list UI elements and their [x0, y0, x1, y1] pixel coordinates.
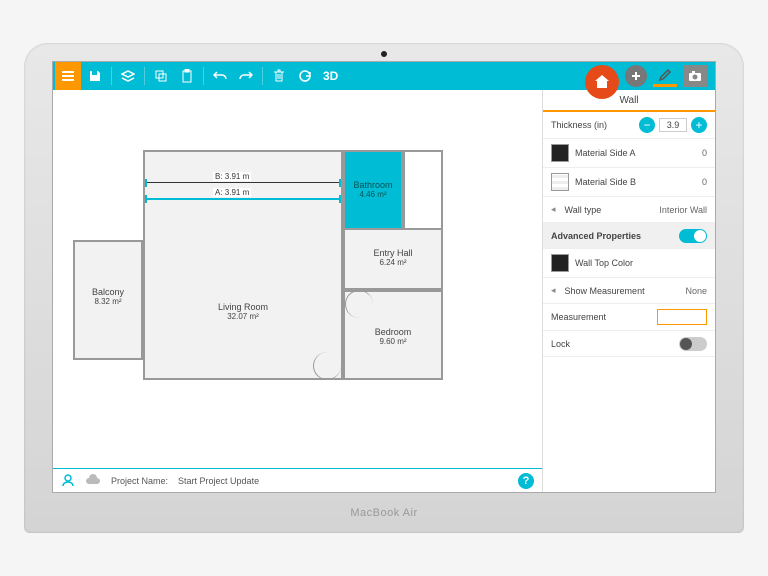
chevron-left-icon: ◂ [551, 285, 556, 296]
layers-button[interactable] [116, 64, 140, 88]
walltype-value: Interior Wall [659, 205, 707, 215]
room-area: 8.32 m² [75, 297, 141, 306]
showmeas-value: None [685, 286, 707, 296]
project-label: Project Name: [111, 476, 168, 486]
dim-line-b [145, 182, 341, 183]
dim-label-b: B: 3.91 m [213, 172, 251, 181]
delete-button[interactable] [267, 64, 291, 88]
thickness-plus[interactable]: + [691, 117, 707, 133]
top-toolbar: 3D [53, 62, 715, 90]
lock-row: Lock [543, 331, 715, 357]
material-a-label: Material Side A [575, 148, 696, 158]
room-balcony[interactable]: Balcony 8.32 m² [73, 240, 143, 360]
material-a-value: 0 [702, 148, 707, 158]
walltop-row[interactable]: Wall Top Color [543, 249, 715, 278]
room-area: 4.46 m² [345, 190, 401, 199]
showmeas-label: Show Measurement [565, 286, 680, 296]
laptop-frame: 3D [24, 43, 744, 533]
room-name: Living Room [145, 302, 341, 312]
canvas-area[interactable]: Balcony 8.32 m² Living Room 32.07 m² [53, 90, 543, 492]
rotate-button[interactable] [293, 64, 317, 88]
thickness-row: Thickness (in) − 3.9 + [543, 112, 715, 139]
door-arc [345, 290, 373, 318]
walltype-row[interactable]: ◂ Wall type Interior Wall [543, 197, 715, 223]
room-area: 6.24 m² [345, 258, 441, 267]
dim-label-a: A: 3.91 m [213, 188, 251, 197]
menu-button[interactable] [55, 62, 81, 90]
room-area: 9.60 m² [345, 337, 441, 346]
thickness-label: Thickness (in) [551, 120, 633, 130]
lock-label: Lock [551, 339, 673, 349]
lock-toggle[interactable] [679, 337, 707, 351]
room-name: Bedroom [345, 327, 441, 337]
camera-button[interactable] [683, 65, 707, 87]
door-arc [313, 352, 341, 380]
measurement-label: Measurement [551, 312, 651, 322]
walltop-label: Wall Top Color [575, 258, 707, 268]
properties-sidebar: Wall Thickness (in) − 3.9 + Material Sid… [543, 90, 715, 492]
add-button[interactable] [625, 65, 647, 87]
help-button[interactable]: ? [518, 473, 534, 489]
walltype-label: Wall type [565, 205, 654, 215]
laptop-camera [381, 51, 387, 57]
material-b-row[interactable]: Material Side B 0 [543, 168, 715, 197]
room-area: 32.07 m² [145, 312, 341, 321]
paste-button[interactable] [175, 64, 199, 88]
material-a-swatch[interactable] [551, 144, 569, 162]
dim-line-a[interactable] [145, 198, 341, 200]
room-name: Balcony [75, 287, 141, 297]
app-screen: 3D [52, 61, 716, 493]
3d-toggle[interactable]: 3D [319, 69, 342, 83]
home-badge[interactable] [585, 65, 619, 99]
workspace: Balcony 8.32 m² Living Room 32.07 m² [53, 90, 715, 492]
redo-button[interactable] [234, 64, 258, 88]
advanced-section[interactable]: Advanced Properties [543, 223, 715, 249]
sidebar-title: Wall [543, 90, 715, 112]
thickness-minus[interactable]: − [639, 117, 655, 133]
material-b-label: Material Side B [575, 177, 696, 187]
room-entry[interactable]: Entry Hall 6.24 m² [343, 230, 443, 290]
project-name: Start Project Update [178, 476, 259, 486]
edit-button[interactable] [653, 65, 677, 87]
hall-extension[interactable] [403, 150, 443, 230]
thickness-value[interactable]: 3.9 [659, 118, 687, 132]
room-living[interactable]: Living Room 32.07 m² [143, 150, 343, 380]
chevron-left-icon: ◂ [551, 204, 556, 215]
measurement-row: Measurement [543, 304, 715, 331]
walltop-swatch[interactable] [551, 254, 569, 272]
showmeas-row[interactable]: ◂ Show Measurement None [543, 278, 715, 304]
material-a-row[interactable]: Material Side A 0 [543, 139, 715, 168]
undo-button[interactable] [208, 64, 232, 88]
room-name: Entry Hall [345, 248, 441, 258]
advanced-toggle[interactable] [679, 229, 707, 243]
bottom-bar: Project Name: Start Project Update ? [53, 468, 542, 492]
copy-button[interactable] [149, 64, 173, 88]
advanced-label: Advanced Properties [551, 231, 673, 241]
material-b-value: 0 [702, 177, 707, 187]
save-button[interactable] [83, 64, 107, 88]
cloud-icon[interactable] [85, 474, 101, 488]
measurement-input[interactable] [657, 309, 707, 325]
room-name: Bathroom [345, 180, 401, 190]
user-icon[interactable] [61, 473, 75, 489]
material-b-swatch[interactable] [551, 173, 569, 191]
room-bathroom[interactable]: Bathroom 4.46 m² [343, 150, 403, 230]
